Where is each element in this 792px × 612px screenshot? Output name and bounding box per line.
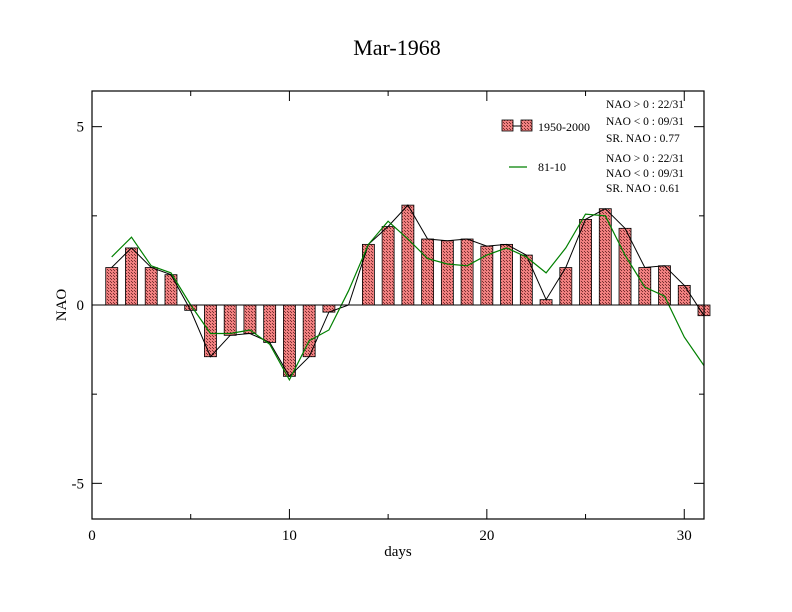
- x-tick-label: 0: [88, 528, 96, 544]
- bar-day-9: [263, 304, 277, 343]
- legend: 1950-2000 81-10: [501, 119, 590, 174]
- bar-series-connector: [111, 204, 705, 378]
- axes: 0 10 20 30 5 0 -5: [72, 91, 704, 544]
- line-series: [111, 204, 705, 382]
- bar-day-3: [144, 267, 158, 306]
- y-axis-label: NAO: [54, 289, 70, 322]
- bar-series: [105, 204, 711, 377]
- bar-day-25: [579, 218, 592, 306]
- stat-line-pos: NAO > 0 : 22/31: [606, 153, 684, 165]
- bar-day-29: [658, 265, 671, 306]
- chart-title: Mar-1968: [353, 35, 441, 60]
- legend-bar-swatch-2: [520, 119, 533, 132]
- bar-day-8: [243, 304, 257, 334]
- x-tick-label: 30: [677, 528, 692, 544]
- bar-day-15: [381, 226, 395, 306]
- line-series-81-10: [111, 213, 705, 382]
- bar-day-16: [401, 204, 415, 306]
- stats-bars: NAO > 0 : 22/31 NAO < 0 : 09/31 SR. NAO …: [606, 99, 684, 145]
- x-tick-label: 20: [479, 528, 494, 544]
- legend-line-label: 81-10: [538, 160, 566, 174]
- stat-bars-neg: NAO < 0 : 09/31: [606, 116, 684, 128]
- bar-day-7: [223, 304, 237, 336]
- stat-line-neg: NAO < 0 : 09/31: [606, 168, 684, 180]
- stat-bars-sr: SR. NAO : 0.77: [606, 133, 680, 145]
- bar-day-10: [283, 304, 296, 377]
- y-tick-label: -5: [72, 476, 85, 492]
- bar-day-17: [421, 238, 435, 306]
- bar-day-22: [519, 254, 533, 306]
- y-tick-label: 5: [77, 120, 85, 136]
- stat-line-sr: SR. NAO : 0.61: [606, 183, 680, 195]
- legend-bar-label: 1950-2000: [538, 120, 590, 134]
- bar-day-27: [618, 227, 632, 306]
- stats-line: NAO > 0 : 22/31 NAO < 0 : 09/31 SR. NAO …: [606, 153, 684, 195]
- bar-day-18: [440, 240, 454, 306]
- stat-bars-pos: NAO > 0 : 22/31: [606, 99, 684, 111]
- bar-day-21: [500, 243, 513, 306]
- x-axis-label: days: [384, 544, 412, 560]
- bar-day-19: [460, 238, 474, 306]
- bar-day-30: [677, 284, 691, 306]
- bar-day-2: [125, 247, 138, 306]
- bar-day-1: [105, 267, 119, 306]
- x-tick-label: 10: [282, 528, 297, 544]
- bar-day-24: [559, 267, 573, 306]
- y-tick-label: 0: [77, 298, 85, 314]
- bar-day-6: [204, 304, 217, 358]
- legend-bar-swatch-1: [501, 119, 514, 132]
